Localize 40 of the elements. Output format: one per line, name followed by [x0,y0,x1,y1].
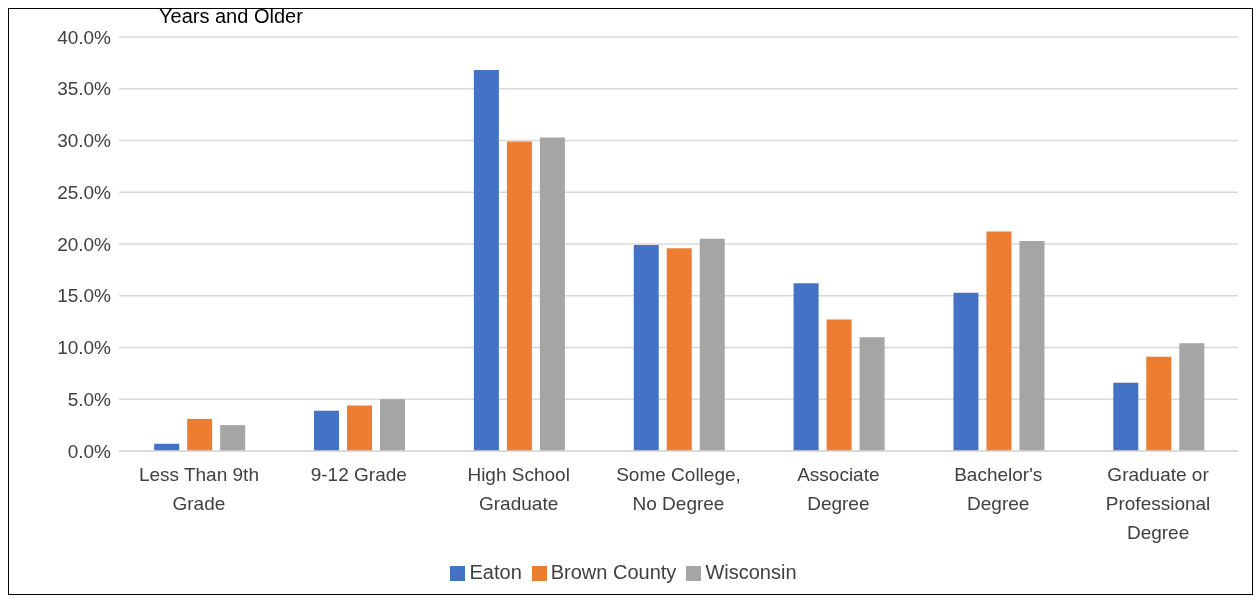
bar [539,137,565,451]
bar [1113,382,1139,451]
x-tick-label: Some College, No Degree [616,464,741,514]
x-tick-label: 9-12 Grade [310,464,407,485]
bar [633,245,659,451]
bar [793,283,819,451]
bar [1019,240,1045,451]
y-tick-label: 25.0% [57,181,112,203]
bar [314,410,340,451]
bar [666,248,692,451]
bar [473,70,499,451]
chart-title: Years and Older [159,5,303,28]
bar [220,425,246,451]
bar [1146,356,1172,451]
x-tick-label: Graduate or Professional Degree [1105,464,1211,543]
y-tick-label: 40.0% [57,26,112,48]
y-tick-label: 5.0% [67,388,112,410]
bar [953,292,979,451]
y-tick-label: 0.0% [67,440,112,462]
y-tick-label: 15.0% [57,285,112,307]
bar [506,141,532,451]
bar [859,337,885,451]
y-tick-label: 10.0% [57,337,112,359]
x-tick-label: Bachelor's Degree [954,464,1043,514]
bar [826,319,852,451]
y-tick-label: 35.0% [57,78,112,100]
x-tick-label: Associate Degree [797,464,880,514]
legend-label: Brown County [550,561,677,583]
x-tick-label: High School Graduate [467,464,570,514]
y-tick-label: 30.0% [57,130,112,152]
bar [1179,343,1205,451]
x-tick-label: Less Than 9th Grade [138,464,259,514]
legend-label: Eaton [469,561,522,583]
y-tick-label: 20.0% [57,233,112,255]
legend-label: Wisconsin [705,561,797,583]
bar [347,405,373,451]
bar [986,231,1012,451]
bar [187,418,213,451]
bar [699,238,725,451]
bar [380,399,406,451]
